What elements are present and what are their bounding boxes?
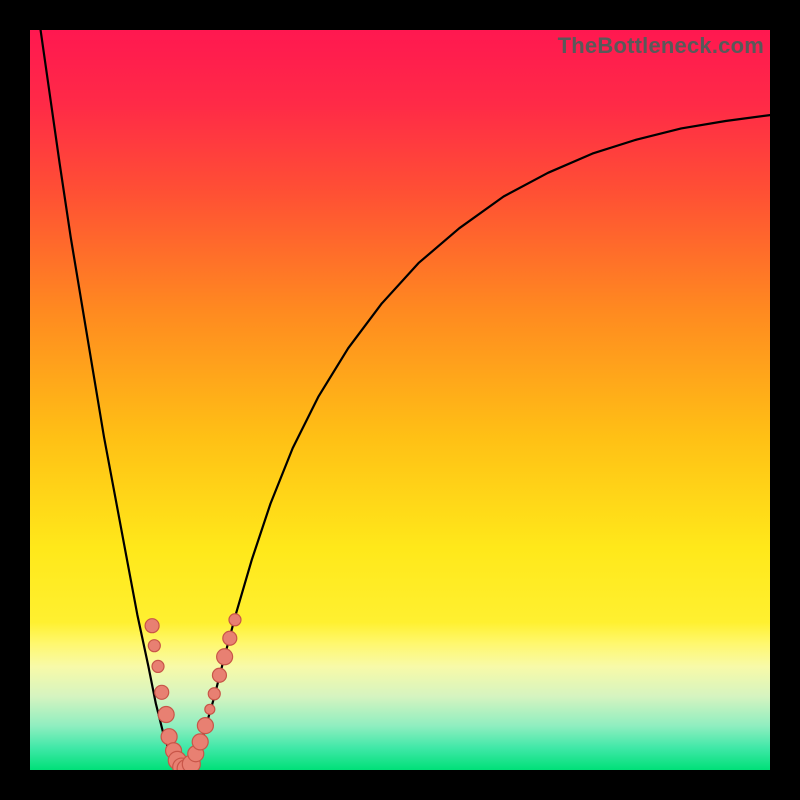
watermark-text: TheBottleneck.com [558, 33, 764, 59]
bead-marker [208, 688, 220, 700]
bead-marker [158, 707, 174, 723]
bottleneck-curve [30, 30, 770, 770]
bead-marker [192, 734, 208, 750]
bead-marker [229, 614, 241, 626]
bead-marker [217, 649, 233, 665]
bead-marker [152, 660, 164, 672]
bead-marker [155, 685, 169, 699]
bead-marker [212, 668, 226, 682]
bead-marker [197, 718, 213, 734]
bead-marker [205, 704, 215, 714]
curve-layer [30, 30, 770, 770]
bead-marker [145, 619, 159, 633]
bead-marker [148, 640, 160, 652]
plot-area [30, 30, 770, 770]
bead-marker [223, 631, 237, 645]
chart-frame: TheBottleneck.com [0, 0, 800, 800]
beads-group [145, 614, 241, 770]
